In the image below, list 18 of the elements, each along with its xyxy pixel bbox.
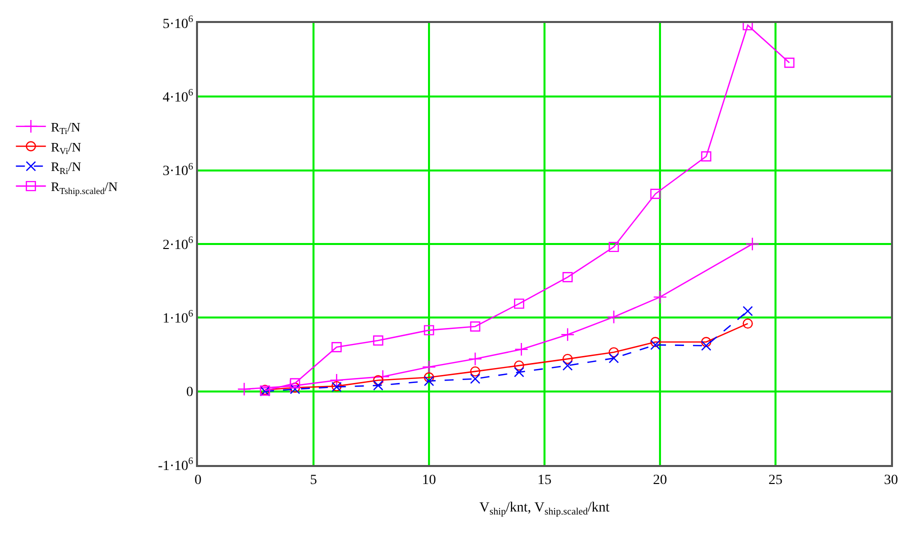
x-tick-label: 10 — [422, 472, 436, 488]
legend-label: R$_{Tship.scaled}$/N — [50, 179, 118, 196]
y-tick-label: 2·10$^{6}$ — [162, 235, 194, 253]
y-tick-label: 1·10$^{6}$ — [162, 308, 194, 327]
legend-label: R$_{Ri}$/N — [50, 159, 82, 176]
legend-label: R$_{Ti}$/N — [50, 119, 81, 136]
y-tick-label: 0 — [186, 385, 194, 400]
y-tick-label: 5·10$^{6}$ — [162, 14, 194, 32]
x-tick-label: 20 — [653, 472, 667, 488]
legend-label: R$_{Vi}$/N — [50, 139, 82, 156]
y-tick-label: -1·10$^{6}$ — [158, 456, 194, 474]
x-tick-label: 5 — [310, 472, 317, 488]
x-tick-label: 15 — [538, 472, 552, 488]
x-axis-title: V$_{ship}$/knt, V$_{ship.scaled}$/knt — [479, 500, 610, 518]
x-tick-label: 25 — [768, 472, 782, 488]
y-tick-label: 3·10$^{6}$ — [162, 161, 194, 180]
y-tick-label: 4·10$^{6}$ — [162, 88, 194, 106]
x-tick-label: 30 — [884, 472, 898, 488]
